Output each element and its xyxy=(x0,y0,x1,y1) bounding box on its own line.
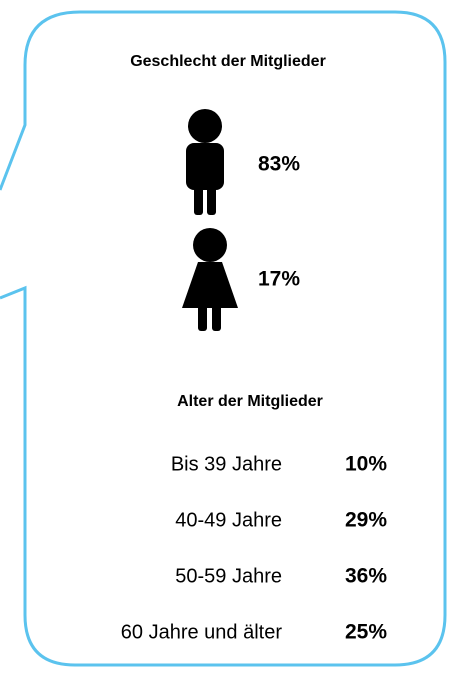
male-share: 83% xyxy=(258,153,300,176)
female-share: 17% xyxy=(258,268,300,291)
age-share: 10% xyxy=(345,453,387,476)
age-rows: Bis 39 Jahre 10% 40-49 Jahre 29% 50-59 Jahre… xyxy=(121,453,388,644)
speech-bubble xyxy=(0,10,447,667)
age-share: 25% xyxy=(345,621,387,644)
age-title: Alter der Mitglieder xyxy=(177,393,323,410)
age-label: Bis 39 Jahre xyxy=(171,453,282,475)
male-icon xyxy=(186,109,224,215)
age-label: 50-59 Jahre xyxy=(175,565,282,587)
age-share: 29% xyxy=(345,509,387,532)
age-share: 36% xyxy=(345,565,387,588)
age-label: 60 Jahre und älter xyxy=(121,621,283,643)
female-icon xyxy=(182,228,238,331)
age-label: 40-49 Jahre xyxy=(175,509,282,531)
gender-title: Geschlecht der Mitglieder xyxy=(130,53,326,70)
